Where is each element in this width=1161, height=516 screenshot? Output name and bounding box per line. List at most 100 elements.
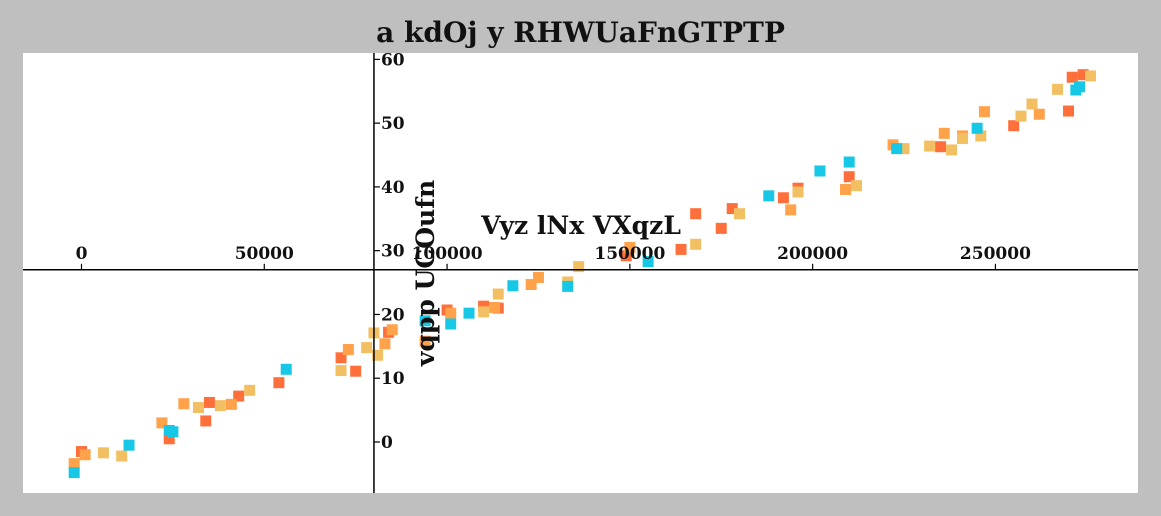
data-point-series-1 <box>233 390 245 402</box>
data-point-series-2 <box>532 271 544 283</box>
data-point-series-3 <box>946 144 958 156</box>
data-point-series-2 <box>386 324 398 336</box>
data-point-series-1 <box>203 396 215 408</box>
x-tick-label: 200000 <box>777 244 848 264</box>
data-point-series-1 <box>675 243 687 255</box>
data-point-series-3 <box>1015 110 1027 122</box>
data-point-series-4 <box>507 280 519 292</box>
data-point-series-3 <box>734 208 746 220</box>
data-point-series-2 <box>156 417 168 429</box>
data-point-series-1 <box>715 222 727 234</box>
data-point-series-2 <box>79 449 91 461</box>
data-point-series-4 <box>445 318 457 330</box>
y-tick-label: 50 <box>381 114 405 134</box>
x-tick-label: 50000 <box>235 244 294 264</box>
data-point-series-3 <box>924 140 936 152</box>
data-point-series-4 <box>642 256 654 268</box>
data-point-series-2 <box>978 106 990 118</box>
data-point-series-1 <box>1008 120 1020 132</box>
data-point-series-1 <box>163 433 175 445</box>
y-tick-label: 60 <box>381 50 405 70</box>
data-point-series-3 <box>573 261 585 273</box>
x-axis-title: Vyz lNx VXqzL <box>480 211 681 240</box>
y-tick-label: 10 <box>381 369 405 389</box>
x-tick-label: 150000 <box>594 244 665 264</box>
data-point-series-1 <box>726 203 738 215</box>
data-point-series-1 <box>690 208 702 220</box>
data-point-series-3 <box>361 342 373 354</box>
y-axis-ticks: 0 10 20 30 40 50 60 <box>373 50 405 453</box>
y-axis-title: vqpp UCOufn <box>411 180 440 367</box>
data-point-series-4 <box>843 156 855 168</box>
data-point-series-1 <box>1066 71 1078 83</box>
data-point-series-1 <box>350 365 362 377</box>
data-point-series-1 <box>200 415 212 427</box>
data-point-series-3 <box>478 306 490 318</box>
data-point-series-2 <box>178 398 190 410</box>
data-point-series-4 <box>123 439 135 451</box>
data-point-series-4 <box>562 280 574 292</box>
data-point-series-2 <box>342 344 354 356</box>
data-point-series-3 <box>975 130 987 142</box>
chart-title: a kdOj y RHWUaFnGTPTP <box>376 16 785 49</box>
data-point-series-2 <box>785 204 797 216</box>
x-tick-label: 250000 <box>960 244 1031 264</box>
data-point-series-4 <box>814 165 826 177</box>
data-point-series-2 <box>938 127 950 139</box>
x-axis-ticks: 0 50000 100000 150000 200000 250000 <box>76 244 1031 270</box>
y-tick-label: 30 <box>381 242 405 262</box>
data-point-series-1 <box>335 352 347 364</box>
y-tick-label: 0 <box>381 433 393 453</box>
data-point-series-1 <box>935 141 947 153</box>
data-point-series-1 <box>273 377 285 389</box>
data-point-series-1 <box>620 250 632 262</box>
data-point-series-4 <box>419 315 431 327</box>
data-point-series-1 <box>843 171 855 183</box>
data-point-series-1 <box>1077 69 1089 81</box>
data-point-series-2 <box>419 335 431 347</box>
data-point-series-4 <box>463 307 475 319</box>
data-point-series-2 <box>379 338 391 350</box>
data-point-series-3 <box>492 288 504 300</box>
data-point-series-3 <box>244 384 256 396</box>
data-point-series-3 <box>192 402 204 414</box>
data-point-series-1 <box>777 192 789 204</box>
data-point-series-2 <box>525 278 537 290</box>
data-point-series-3 <box>1026 98 1038 110</box>
data-point-series-1 <box>1063 105 1075 117</box>
data-point-series-2 <box>1033 108 1045 120</box>
data-point-series-3 <box>116 450 128 462</box>
data-point-series-3 <box>690 238 702 250</box>
data-point-series-3 <box>851 180 863 192</box>
data-point-series-3 <box>1052 83 1064 95</box>
data-point-series-2 <box>840 183 852 195</box>
data-point-series-4 <box>167 426 179 438</box>
data-point-series-3 <box>898 143 910 155</box>
y-tick-label: 20 <box>381 305 405 325</box>
data-point-series-4 <box>763 190 775 202</box>
x-tick-label: 0 <box>76 244 88 264</box>
data-point-series-3 <box>957 132 969 144</box>
data-point-series-4 <box>891 143 903 155</box>
plot-area <box>23 53 1138 493</box>
data-point-series-4 <box>280 363 292 375</box>
y-tick-label: 40 <box>381 178 405 198</box>
data-point-series-3 <box>97 447 109 459</box>
data-point-series-2 <box>225 398 237 410</box>
data-point-series-3 <box>335 365 347 377</box>
data-point-series-3 <box>1084 70 1096 82</box>
data-points <box>68 69 1096 479</box>
data-point-series-2 <box>624 241 636 253</box>
data-point-series-2 <box>489 301 501 313</box>
data-point-series-1 <box>478 300 490 312</box>
data-point-series-3 <box>372 349 384 361</box>
data-point-series-4 <box>1074 81 1086 93</box>
data-point-series-3 <box>792 186 804 198</box>
data-point-series-2 <box>445 307 457 319</box>
x-tick-label: 100000 <box>412 244 483 264</box>
data-point-series-2 <box>68 458 80 470</box>
data-point-series-4 <box>971 122 983 134</box>
data-point-series-3 <box>214 400 226 412</box>
data-point-series-4 <box>68 467 80 479</box>
